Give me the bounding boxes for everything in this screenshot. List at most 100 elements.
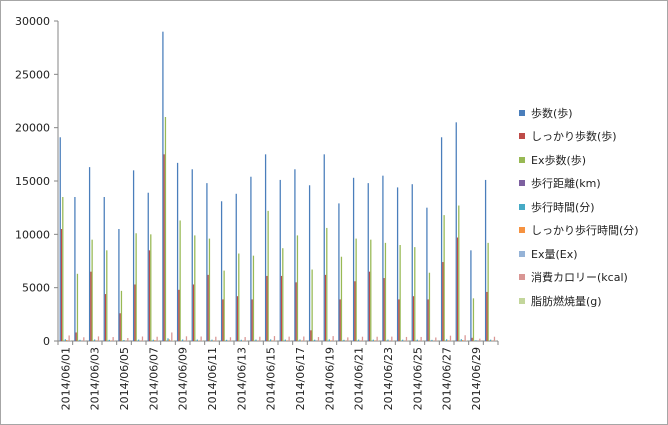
legend-item: 歩数(歩) xyxy=(519,101,664,125)
legend-swatch xyxy=(519,297,525,304)
bar xyxy=(384,242,387,341)
bar xyxy=(352,177,355,341)
bar xyxy=(279,179,281,341)
bar xyxy=(426,207,428,341)
x-tick-label: 2014/06/15 xyxy=(265,347,278,410)
legend-item: Ex歩数(歩) xyxy=(519,148,664,172)
bar xyxy=(358,339,360,341)
bar xyxy=(449,335,452,341)
bar xyxy=(461,340,464,341)
bar xyxy=(338,203,340,341)
bar xyxy=(440,137,443,341)
legend-item: しっかり歩数(歩) xyxy=(519,125,664,149)
bar xyxy=(431,339,433,341)
bar xyxy=(442,262,444,341)
bar xyxy=(79,339,81,341)
legend-swatch xyxy=(519,133,525,140)
bar xyxy=(458,205,460,341)
legend-swatch xyxy=(519,250,525,257)
bar xyxy=(68,335,70,341)
bar xyxy=(150,234,152,341)
x-tick-label: 2014/06/09 xyxy=(177,347,190,410)
bar xyxy=(387,339,389,341)
bar xyxy=(64,339,66,341)
bar xyxy=(179,220,181,341)
bar xyxy=(405,336,408,341)
bar xyxy=(368,271,371,341)
bar xyxy=(172,340,174,341)
bar xyxy=(163,154,165,341)
bar xyxy=(414,247,416,341)
bar xyxy=(106,250,108,341)
x-tick-label: 2014/06/05 xyxy=(118,347,131,410)
bar xyxy=(127,338,129,341)
bar xyxy=(178,289,180,341)
bar xyxy=(447,340,449,341)
x-tick-label: 2014/06/23 xyxy=(382,347,395,410)
x-axis: 2014/06/01 2014/06/03 2014/06/05 2014/06/07… xyxy=(57,340,499,410)
bar xyxy=(479,338,481,341)
bar xyxy=(240,339,242,341)
bar xyxy=(176,162,179,341)
bar xyxy=(455,122,457,341)
bar xyxy=(167,338,169,341)
bar xyxy=(372,339,374,341)
bar xyxy=(270,339,272,341)
bar xyxy=(132,170,135,341)
bar xyxy=(280,275,283,341)
bar xyxy=(475,340,477,341)
y-tick-label: 10000 xyxy=(15,228,50,241)
bar xyxy=(470,250,472,341)
bar xyxy=(103,197,105,341)
bar xyxy=(207,274,209,341)
bar xyxy=(83,337,85,341)
bar xyxy=(94,339,96,341)
legend-label: 消費カロリー(kcal) xyxy=(531,271,628,285)
bar xyxy=(370,239,372,341)
bar xyxy=(299,339,301,341)
bar xyxy=(285,340,288,341)
bar xyxy=(252,255,255,341)
legend: 歩数(歩) しっかり歩数(歩) Ex歩数(歩) 歩行距離(km) 歩行時間(分) しっかり… xyxy=(519,101,664,313)
bar xyxy=(484,179,487,341)
bar xyxy=(95,340,97,341)
bar xyxy=(416,339,418,341)
y-tick-label: 0 xyxy=(43,335,50,348)
legend-label: Ex量(Ex) xyxy=(531,247,578,261)
bar xyxy=(396,187,399,341)
legend-swatch xyxy=(519,227,525,234)
bar xyxy=(222,299,224,341)
bar xyxy=(62,197,64,341)
bar xyxy=(236,296,239,341)
bar xyxy=(164,117,167,341)
x-tick-label: 2014/06/27 xyxy=(441,347,454,410)
bar xyxy=(119,313,121,341)
bar xyxy=(74,197,76,341)
bar xyxy=(162,31,164,341)
legend-item: 脂肪燃焼量(g) xyxy=(519,289,664,313)
bar xyxy=(367,183,369,341)
bar xyxy=(314,339,316,341)
x-tick-label: 2014/06/13 xyxy=(235,347,248,410)
bar xyxy=(196,339,198,341)
bar xyxy=(464,335,466,341)
bar xyxy=(112,337,114,341)
legend-label: 脂肪燃焼量(g) xyxy=(531,294,602,308)
bar xyxy=(343,339,345,341)
bar xyxy=(135,233,137,341)
bar xyxy=(235,193,237,341)
bar xyxy=(194,235,196,341)
x-tick-label: 2014/06/01 xyxy=(59,347,72,410)
bar xyxy=(88,167,91,341)
bar xyxy=(296,235,299,341)
bar xyxy=(326,227,328,341)
bar xyxy=(332,336,334,341)
bar xyxy=(355,238,357,341)
bar xyxy=(472,298,475,341)
bar xyxy=(76,273,79,341)
y-tick-label: 25000 xyxy=(15,68,50,81)
legend-swatch xyxy=(519,274,525,281)
bar xyxy=(324,274,327,341)
bar xyxy=(493,336,496,341)
